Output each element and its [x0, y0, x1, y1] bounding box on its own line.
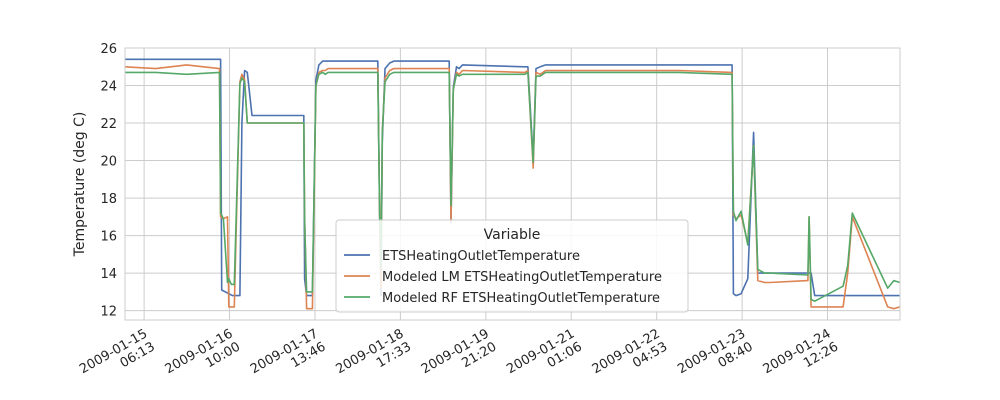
legend-label: Modeled LM ETSHeatingOutletTemperature — [382, 270, 662, 285]
series-line-3 — [125, 71, 901, 303]
y-tick-label: 20 — [100, 155, 117, 170]
plot-frame — [124, 47, 901, 321]
y-tick-label: 16 — [100, 230, 117, 245]
series-lines — [124, 58, 901, 310]
legend-title: Variable — [484, 227, 541, 243]
y-tick-label: 24 — [100, 80, 117, 95]
legend-items: ETSHeatingOutletTemperature Modeled LM ET… — [344, 249, 662, 306]
legend-label: Modeled RF ETSHeatingOutletTemperature — [382, 291, 660, 306]
y-tick-label: 12 — [100, 305, 117, 320]
series-line-1 — [125, 58, 900, 297]
y-tick-label: 14 — [100, 267, 117, 282]
legend: Variable ETSHeatingOutletTemperature Mode… — [335, 219, 689, 313]
y-axis-label: Temperature (deg C) — [72, 112, 88, 258]
legend-box — [335, 219, 689, 313]
y-tick-label: 18 — [100, 192, 117, 207]
legend-label: ETSHeatingOutletTemperature — [382, 249, 580, 264]
y-tick-labels: 12 14 16 18 20 22 24 26 — [100, 42, 117, 320]
y-tick-label: 22 — [100, 117, 117, 132]
y-tick-label: 26 — [100, 42, 117, 57]
